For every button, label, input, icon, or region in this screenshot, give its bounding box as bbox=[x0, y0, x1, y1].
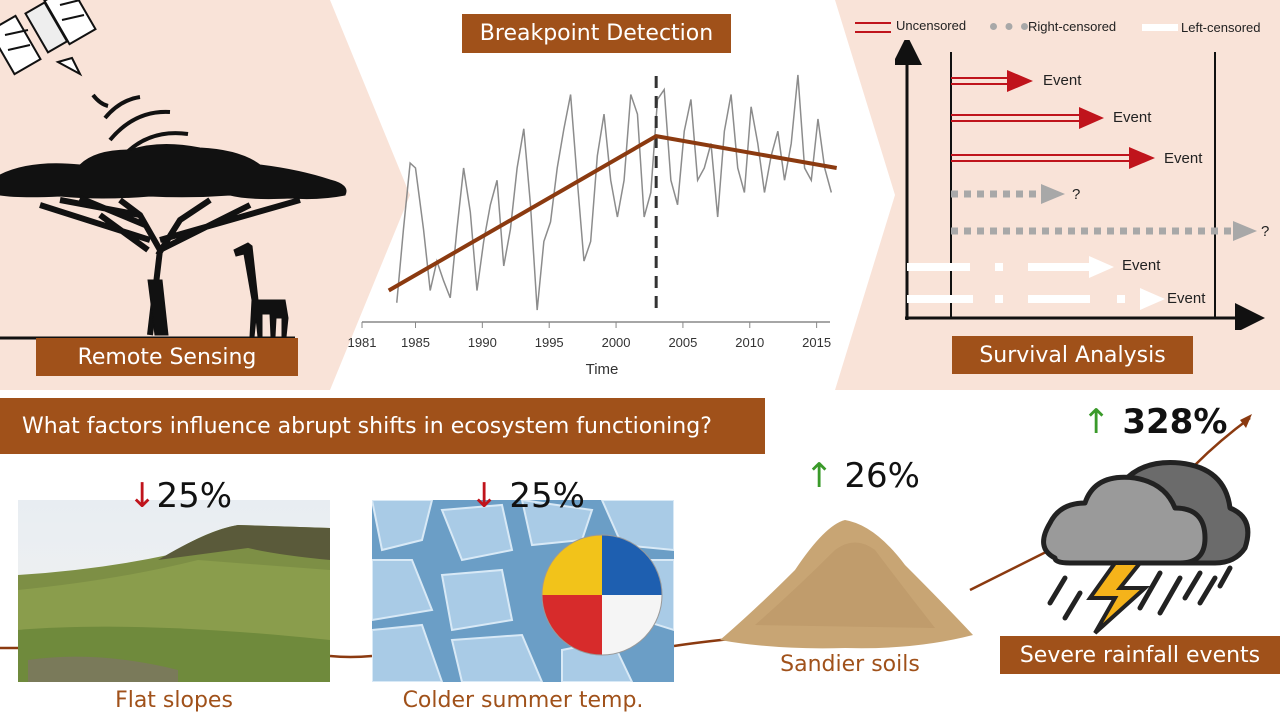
uncensored-arrow-1 bbox=[951, 70, 1033, 92]
event-label-2: Event bbox=[1113, 109, 1152, 126]
breakpoint-title: Breakpoint Detection bbox=[462, 14, 731, 53]
event-label-1: Event bbox=[1043, 72, 1082, 89]
left-censored-arrow-2 bbox=[907, 288, 1165, 310]
up-arrow-icon: ↑ bbox=[1082, 402, 1111, 442]
down-arrow-icon: ↓ bbox=[128, 476, 157, 516]
legend-uncensored-swatch bbox=[855, 22, 891, 33]
question-banner: What factors influence abrupt shifts in … bbox=[0, 398, 765, 454]
chart-trend bbox=[387, 134, 838, 293]
x-tick-label: 2000 bbox=[602, 335, 631, 350]
x-tick-label: 1981 bbox=[348, 335, 377, 350]
legend-left-censored-label: Left-censored bbox=[1181, 20, 1261, 35]
x-tick-label: 1990 bbox=[468, 335, 497, 350]
x-tick-label: 1985 bbox=[401, 335, 430, 350]
severe-rainfall-label: Severe rainfall events bbox=[1000, 636, 1280, 674]
flat-slopes-image bbox=[18, 500, 330, 682]
cold-summer-caption: Colder summer temp. bbox=[402, 688, 644, 713]
legend-uncensored-label: Uncensored bbox=[896, 18, 967, 33]
event-label-5: ? bbox=[1261, 223, 1270, 240]
cold-summer-percent: ↓ 25% bbox=[470, 476, 585, 516]
legend-left-censored-swatch bbox=[1142, 24, 1178, 31]
legend-right-censored-swatch bbox=[990, 23, 1028, 30]
sand-pile-image bbox=[720, 520, 973, 649]
right-censored-arrow-2 bbox=[951, 221, 1257, 241]
rainfall-percent: ↑ 328% bbox=[1082, 402, 1228, 442]
breakpoint-chart: 1981 1985 1990 1995 2000 2005 2010 2015 Time bbox=[348, 74, 838, 378]
sandier-soils-caption: Sandier soils bbox=[780, 652, 920, 677]
uncensored-arrow-2 bbox=[951, 107, 1104, 129]
up-arrow-icon: ↑ bbox=[805, 456, 834, 496]
chart-x-ticks: 1981 1985 1990 1995 2000 2005 2010 2015 bbox=[348, 322, 831, 350]
chart-series bbox=[396, 74, 833, 311]
storm-cloud-icon bbox=[1041, 460, 1251, 635]
segmented-trend-line bbox=[387, 134, 838, 293]
signal-waves-icon bbox=[91, 93, 189, 164]
event-label-6: Event bbox=[1122, 257, 1161, 274]
right-censored-arrow-1 bbox=[951, 184, 1065, 204]
down-arrow-icon: ↓ bbox=[470, 476, 499, 516]
flat-slopes-percent: ↓25% bbox=[128, 476, 233, 516]
legend-right-censored-label: Right-censored bbox=[1028, 19, 1117, 34]
x-tick-label: 1995 bbox=[535, 335, 564, 350]
remote-sensing-label: Remote Sensing bbox=[36, 338, 298, 376]
event-label-3: Event bbox=[1164, 150, 1203, 167]
chart-x-axis-label: Time bbox=[586, 361, 619, 378]
acacia-tree-icon bbox=[0, 143, 347, 340]
sandier-soils-percent: ↑ 26% bbox=[805, 456, 920, 496]
connecting-trend-line bbox=[0, 414, 1252, 659]
x-tick-label: 2015 bbox=[802, 335, 831, 350]
x-tick-label: 2005 bbox=[668, 335, 697, 350]
survival-chart bbox=[895, 40, 1265, 330]
uncensored-arrow-3 bbox=[951, 147, 1155, 169]
cold-summer-image bbox=[372, 500, 674, 682]
event-label-7: Event bbox=[1167, 290, 1206, 307]
giraffe-icon bbox=[233, 242, 289, 338]
remote-sensing-illustration bbox=[0, 0, 347, 340]
x-tick-label: 2010 bbox=[735, 335, 764, 350]
survival-analysis-label: Survival Analysis bbox=[952, 336, 1193, 374]
time-series-line bbox=[396, 74, 833, 311]
flat-slopes-caption: Flat slopes bbox=[115, 688, 233, 713]
survival-legend: Uncensored Right-censored Left-censored bbox=[855, 16, 1275, 40]
event-label-4: ? bbox=[1072, 186, 1081, 203]
left-censored-arrow-1 bbox=[907, 256, 1114, 278]
satellite-icon bbox=[0, 0, 97, 77]
beach-ball-icon bbox=[541, 534, 663, 656]
